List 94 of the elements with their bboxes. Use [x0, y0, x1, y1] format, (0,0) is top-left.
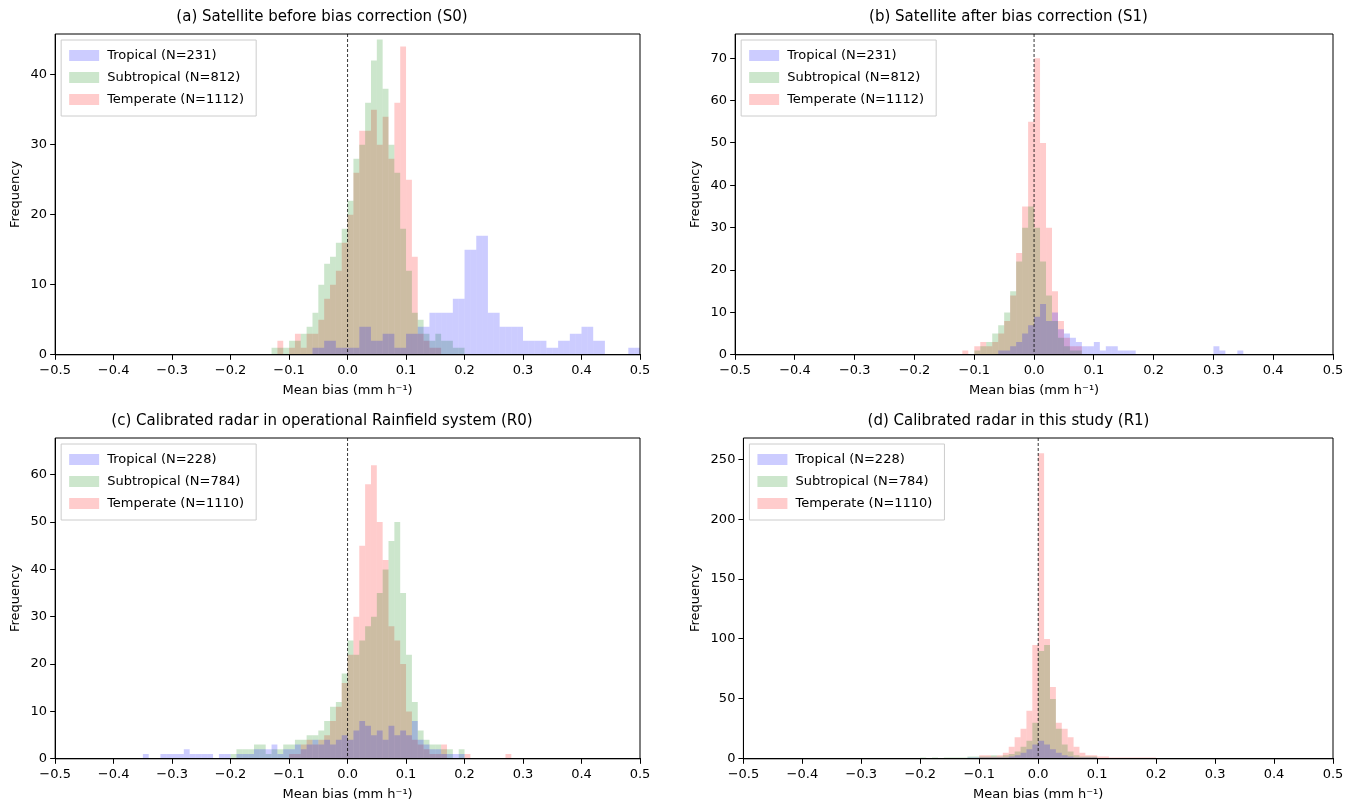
- chart-title: (b) Satellite after bias correction (S1): [869, 6, 1148, 25]
- chart-title: (d) Calibrated radar in this study (R1): [867, 410, 1150, 429]
- y-tick-label: 200: [710, 510, 736, 526]
- x-tick-label: 0.2: [1145, 765, 1167, 781]
- y-tick-label: 30: [30, 608, 48, 624]
- y-tick-label: 10: [30, 276, 48, 292]
- y-tick-label: 10: [710, 303, 728, 319]
- legend-label: Temperate (N=1112): [786, 91, 925, 107]
- y-tick-label: 60: [710, 91, 728, 107]
- x-tick-label: −0.3: [156, 361, 188, 377]
- y-tick-label: 20: [30, 655, 48, 671]
- legend-label: Subtropical (N=784): [107, 473, 241, 489]
- x-tick-label: −0.5: [719, 361, 751, 377]
- y-tick-label: 0: [38, 346, 48, 362]
- x-tick-label: −0.2: [898, 361, 931, 377]
- chart-title: (c) Calibrated radar in operational Rainfield system (R0): [111, 410, 533, 429]
- x-tick-label: −0.3: [156, 765, 188, 781]
- x-tick-label: −0.4: [786, 765, 819, 781]
- x-tick-label: 0.0: [337, 765, 358, 781]
- x-tick-label: −0.4: [779, 361, 811, 377]
- legend-label: Temperate (N=1110): [106, 495, 245, 511]
- y-axis-title: Frequency: [7, 160, 23, 228]
- legend-label: Tropical (N=228): [794, 451, 905, 467]
- legend-label: Tropical (N=231): [786, 47, 897, 63]
- x-tick-label: 0.2: [454, 361, 475, 377]
- y-tick-label: 100: [710, 630, 736, 646]
- x-tick-label: 0.5: [1322, 361, 1344, 377]
- x-tick-label: 0.2: [1143, 361, 1164, 377]
- y-axis-title: Frequency: [687, 160, 703, 228]
- x-tick-label: 0.1: [395, 361, 417, 377]
- x-tick-label: 0.1: [1086, 765, 1108, 781]
- y-tick-label: 60: [30, 466, 48, 482]
- x-tick-label: 0.5: [629, 361, 651, 377]
- x-tick-label: 0.4: [1262, 361, 1284, 377]
- legend-label: Subtropical (N=812): [787, 69, 921, 85]
- legend-label: Temperate (N=1110): [794, 495, 933, 511]
- y-tick-label: 50: [710, 134, 728, 150]
- x-tick-label: −0.2: [904, 765, 937, 781]
- legend-label: Temperate (N=1112): [106, 91, 245, 107]
- y-tick-label: 50: [30, 513, 48, 529]
- x-tick-label: −0.2: [214, 765, 247, 781]
- x-tick-label: 0.0: [1027, 765, 1049, 781]
- x-tick-label: −0.1: [273, 361, 305, 377]
- x-tick-label: 0.0: [1023, 361, 1045, 377]
- y-tick-label: 0: [727, 750, 736, 766]
- x-tick-label: 0.1: [395, 765, 417, 781]
- y-tick-label: 0: [718, 346, 728, 362]
- x-tick-label: −0.2: [214, 361, 247, 377]
- x-tick-label: 0.4: [571, 361, 592, 377]
- x-tick-label: 0.4: [1263, 765, 1285, 781]
- x-tick-label: −0.3: [845, 765, 878, 781]
- y-tick-label: 40: [710, 176, 728, 192]
- x-tick-label: −0.4: [97, 361, 130, 377]
- x-axis-title: Mean bias (mm h⁻¹): [282, 785, 413, 801]
- x-tick-label: 0.2: [454, 765, 475, 781]
- y-tick-label: 250: [710, 450, 736, 466]
- y-tick-label: 0: [38, 750, 48, 766]
- y-axis-title: Frequency: [7, 564, 23, 632]
- y-tick-label: 40: [30, 560, 48, 576]
- x-tick-label: −0.1: [963, 765, 996, 781]
- y-tick-label: 20: [710, 261, 728, 277]
- x-tick-label: 0.5: [629, 765, 651, 781]
- legend-label: Tropical (N=228): [106, 451, 217, 467]
- legend-label: Subtropical (N=812): [107, 69, 241, 85]
- chart-title: (a) Satellite before bias correction (S0): [176, 6, 468, 25]
- y-tick-label: 20: [30, 206, 48, 222]
- y-tick-label: 40: [30, 66, 48, 81]
- legend-label: Tropical (N=231): [106, 47, 217, 63]
- y-tick-label: 30: [710, 219, 728, 235]
- x-tick-label: −0.1: [273, 765, 305, 781]
- x-axis-title: Mean bias (mm h⁻¹): [282, 381, 413, 397]
- x-tick-label: −0.5: [39, 361, 71, 377]
- x-tick-label: −0.4: [97, 765, 130, 781]
- x-tick-label: −0.3: [838, 361, 871, 377]
- x-tick-label: 0.3: [1203, 361, 1224, 377]
- x-axis-title: Mean bias (mm h⁻¹): [973, 785, 1104, 801]
- x-tick-label: 0.5: [1322, 765, 1344, 781]
- x-tick-label: −0.5: [727, 765, 760, 781]
- x-axis-title: Mean bias (mm h⁻¹): [968, 381, 1100, 397]
- y-tick-label: 150: [710, 570, 736, 586]
- y-tick-label: 30: [30, 136, 48, 152]
- x-tick-label: 0.1: [1083, 361, 1105, 377]
- x-tick-label: −0.1: [958, 361, 991, 377]
- x-tick-label: 0.3: [512, 361, 534, 377]
- x-tick-label: 0.3: [512, 765, 534, 781]
- y-tick-label: 50: [718, 690, 736, 706]
- y-tick-label: 70: [710, 49, 728, 65]
- legend-label: Subtropical (N=784): [795, 473, 929, 489]
- x-tick-label: 0.0: [337, 361, 358, 377]
- y-tick-label: 10: [30, 702, 48, 718]
- x-tick-label: 0.3: [1204, 765, 1226, 781]
- x-tick-label: 0.4: [571, 765, 592, 781]
- y-axis-title: Frequency: [687, 564, 703, 632]
- x-tick-label: −0.5: [39, 765, 71, 781]
